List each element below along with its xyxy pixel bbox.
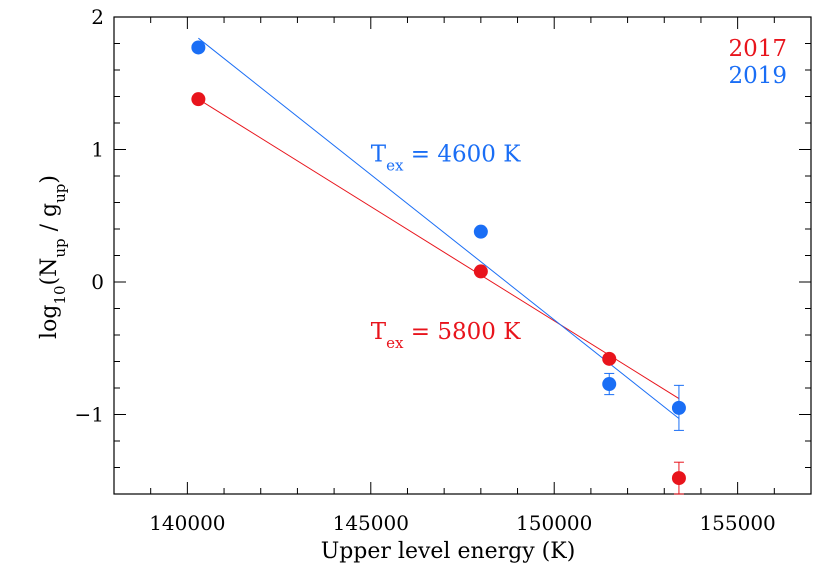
y-axis-title-sub2: up: [51, 238, 69, 257]
y-axis-title: log10(Nup / gup): [37, 175, 69, 339]
annotation-tex-2017: Tex = 5800 K: [371, 319, 521, 352]
fit-lines: [198, 37, 680, 419]
y-axis-title-sub3: up: [51, 184, 69, 203]
data-point-2017: [671, 471, 686, 486]
annotation-tex-2017-prefix: T: [371, 319, 387, 345]
y-tick-label: 1: [91, 138, 104, 162]
data-point-2019: [473, 224, 488, 239]
x-tick-label: 150000: [516, 511, 592, 535]
y-tick-label: 0: [91, 270, 104, 294]
data-points: [191, 40, 686, 486]
data-point-2019: [191, 40, 206, 55]
x-tick-label: 140000: [149, 511, 225, 535]
data-point-2017: [473, 264, 488, 279]
legend-entry-2017: 2017: [728, 36, 787, 62]
chart-text: Upper level energy (K) log10(Nup / gup) …: [37, 36, 787, 564]
fit-line-2017: [198, 98, 680, 400]
legend-entry-2019: 2019: [728, 63, 787, 89]
y-tick-label: −1: [75, 403, 104, 427]
y-axis-title-mid2: / g: [37, 203, 62, 238]
annotation-tex-2017-sub: ex: [386, 334, 404, 352]
data-point-2017: [191, 92, 206, 107]
annotation-tex-2019-suffix: = 4600 K: [403, 141, 521, 167]
data-point-2017: [602, 351, 617, 366]
x-tick-label: 155000: [699, 511, 775, 535]
y-axis-title-sub1: 10: [51, 285, 69, 304]
data-point-2019: [671, 400, 686, 415]
annotation-tex-2017-suffix: = 5800 K: [403, 319, 521, 345]
annotation-tex-2019-prefix: T: [371, 141, 387, 167]
y-axis-title-mid1: (N: [37, 258, 62, 286]
y-axis-title-end: ): [37, 175, 62, 184]
annotation-tex-2019-sub: ex: [386, 156, 404, 174]
x-axis-title: Upper level energy (K): [321, 539, 576, 564]
plot-frame: [113, 16, 812, 495]
y-tick-label: 2: [91, 5, 104, 29]
y-axis-title-main: log: [37, 305, 62, 339]
axes: 140000 145000 150000 155000 −1 0 1 2: [75, 5, 812, 535]
x-tick-label: 145000: [333, 511, 409, 535]
fit-line-2019: [198, 37, 680, 419]
annotation-tex-2019: Tex = 4600 K: [371, 141, 521, 174]
data-point-2019: [602, 377, 617, 392]
